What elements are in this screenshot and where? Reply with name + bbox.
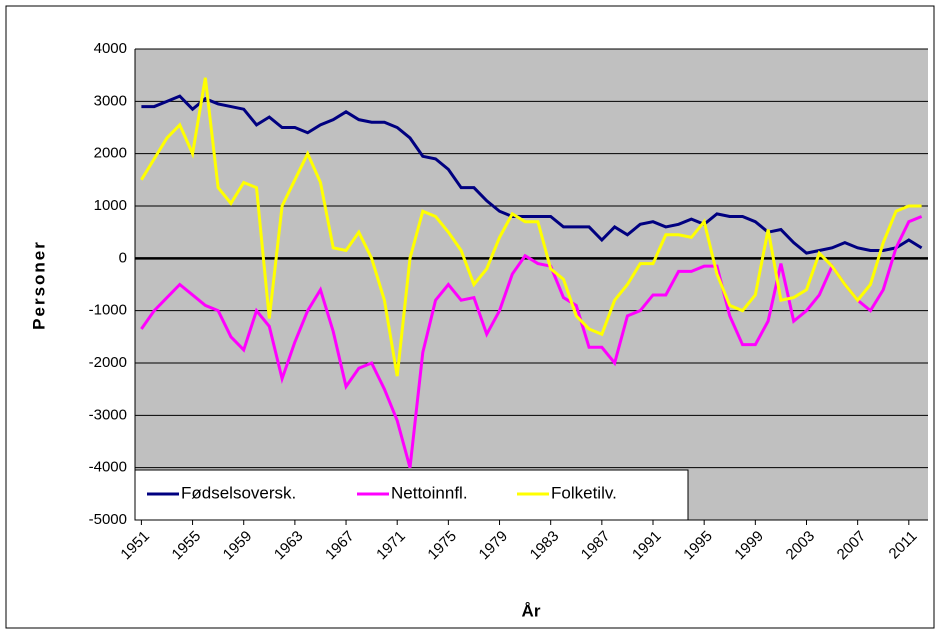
y-tick-label: -5000 xyxy=(89,511,127,528)
y-axis-label: Personer xyxy=(29,240,48,330)
legend-label: Folketilv. xyxy=(551,483,617,502)
legend-label: Fødselsoversk. xyxy=(181,483,296,502)
y-tick-label: -1000 xyxy=(89,302,127,319)
series-line xyxy=(141,94,923,255)
legend-label: Nettoinnfl. xyxy=(391,483,468,502)
y-tick-label: -2000 xyxy=(89,354,127,371)
y-tick-label: 3000 xyxy=(94,92,127,109)
y-tick-label: 2000 xyxy=(94,145,127,162)
series-line xyxy=(140,77,922,377)
y-tick-label: -3000 xyxy=(89,406,127,423)
x-axis-label: År xyxy=(522,601,541,620)
series-line xyxy=(140,215,923,469)
y-tick-label: 4000 xyxy=(94,40,127,57)
legend xyxy=(134,469,689,521)
y-tick-label: 1000 xyxy=(94,197,127,214)
y-tick-label: 0 xyxy=(119,249,127,266)
y-tick-label: -4000 xyxy=(89,459,127,476)
